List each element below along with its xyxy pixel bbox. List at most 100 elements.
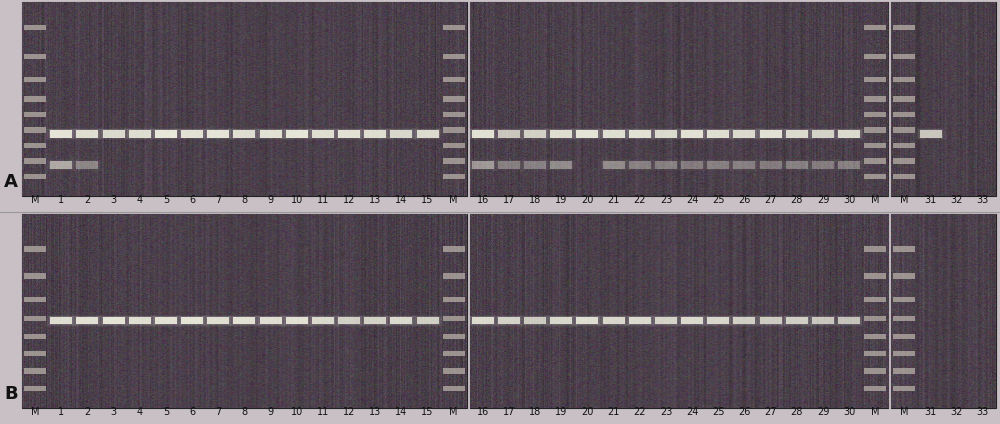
- Bar: [310, 316, 335, 325]
- Bar: [629, 130, 651, 138]
- Bar: [893, 96, 915, 102]
- Text: 24: 24: [686, 195, 698, 206]
- Bar: [230, 315, 258, 326]
- Bar: [893, 53, 915, 59]
- Text: 13: 13: [369, 195, 381, 206]
- Bar: [283, 129, 311, 139]
- Text: 28: 28: [791, 407, 803, 418]
- Text: 2: 2: [84, 195, 91, 206]
- Bar: [680, 316, 705, 325]
- Bar: [73, 129, 101, 139]
- Bar: [812, 317, 834, 324]
- Text: 4: 4: [137, 407, 143, 418]
- Bar: [837, 316, 862, 325]
- Bar: [255, 315, 287, 327]
- Bar: [178, 129, 206, 139]
- Bar: [76, 317, 98, 324]
- Bar: [864, 334, 886, 339]
- Bar: [73, 160, 101, 170]
- Bar: [598, 159, 630, 171]
- Text: 3: 3: [111, 407, 117, 418]
- Bar: [76, 130, 98, 138]
- Bar: [601, 316, 626, 325]
- Bar: [733, 161, 755, 169]
- Bar: [627, 129, 652, 138]
- Bar: [24, 127, 46, 133]
- Text: 15: 15: [421, 195, 434, 206]
- Bar: [627, 161, 652, 170]
- Bar: [443, 351, 465, 357]
- Bar: [364, 130, 386, 138]
- Bar: [286, 130, 308, 138]
- Bar: [864, 246, 886, 251]
- Bar: [389, 129, 414, 138]
- Bar: [127, 129, 152, 138]
- Text: 5: 5: [163, 195, 169, 206]
- Bar: [678, 129, 706, 139]
- Bar: [233, 317, 255, 324]
- Bar: [550, 161, 572, 169]
- Bar: [523, 316, 548, 325]
- Bar: [760, 130, 782, 138]
- Bar: [470, 214, 888, 408]
- Text: 15: 15: [421, 407, 434, 418]
- Bar: [681, 317, 703, 324]
- Bar: [781, 128, 813, 140]
- Bar: [101, 129, 126, 138]
- Text: 11: 11: [317, 407, 329, 418]
- Text: 27: 27: [764, 407, 777, 418]
- Bar: [281, 128, 313, 140]
- Text: 23: 23: [660, 195, 672, 206]
- Text: 25: 25: [712, 195, 725, 206]
- Text: 21: 21: [607, 407, 620, 418]
- Text: 33: 33: [977, 407, 989, 418]
- Bar: [521, 315, 549, 326]
- Bar: [918, 129, 943, 138]
- Bar: [98, 128, 130, 140]
- Bar: [573, 315, 601, 326]
- Bar: [893, 25, 915, 30]
- Bar: [519, 315, 551, 327]
- Bar: [228, 128, 260, 140]
- Bar: [809, 129, 837, 139]
- Bar: [760, 317, 782, 324]
- Bar: [893, 273, 915, 279]
- Bar: [573, 129, 601, 139]
- Text: 24: 24: [686, 407, 698, 418]
- Text: 26: 26: [738, 195, 751, 206]
- Bar: [680, 161, 705, 170]
- Bar: [443, 77, 465, 82]
- Text: 30: 30: [843, 195, 855, 206]
- Bar: [732, 316, 757, 325]
- Text: 6: 6: [189, 407, 195, 418]
- Bar: [470, 129, 495, 138]
- Bar: [676, 159, 708, 171]
- Bar: [228, 315, 260, 327]
- Text: 10: 10: [291, 195, 303, 206]
- Text: A: A: [4, 173, 18, 191]
- Bar: [284, 316, 309, 325]
- Bar: [24, 334, 46, 339]
- Bar: [49, 161, 74, 170]
- Bar: [893, 351, 915, 357]
- Bar: [207, 130, 229, 138]
- Bar: [126, 315, 154, 326]
- Bar: [838, 317, 860, 324]
- Bar: [755, 159, 787, 171]
- Bar: [833, 159, 865, 171]
- Bar: [864, 297, 886, 302]
- Bar: [359, 128, 391, 140]
- Bar: [523, 161, 548, 170]
- Bar: [443, 127, 465, 133]
- Bar: [101, 316, 126, 325]
- Bar: [309, 315, 337, 326]
- Bar: [807, 315, 839, 327]
- Bar: [281, 315, 313, 327]
- Bar: [810, 129, 835, 138]
- Bar: [702, 128, 734, 140]
- Bar: [838, 161, 860, 169]
- Bar: [652, 160, 680, 170]
- Bar: [653, 161, 678, 170]
- Bar: [864, 273, 886, 279]
- Bar: [333, 315, 365, 327]
